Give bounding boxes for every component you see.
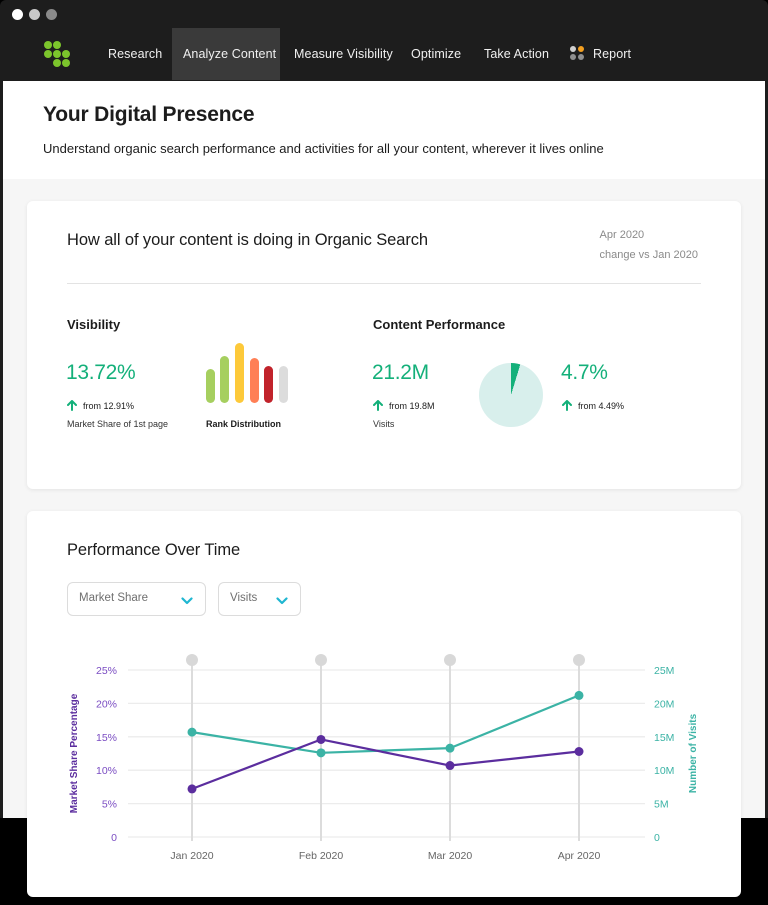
card-title: Performance Over Time [67, 541, 241, 559]
y-right-tick: 5M [654, 799, 669, 811]
visibility-delta-text: from 12.91% [83, 400, 135, 411]
series-line [191, 694, 580, 754]
series-line [191, 738, 580, 790]
y-left-tick: 0 [111, 832, 117, 844]
visibility-value: 13.72% [66, 361, 136, 384]
x-tick-label: Jan 2020 [170, 850, 213, 862]
logo-icon[interactable] [42, 40, 74, 70]
visibility-delta: from 12.91% [67, 400, 134, 411]
chevron-down-icon [276, 597, 288, 605]
nav-report[interactable]: Report [559, 28, 642, 80]
period-label: Apr 2020 [599, 229, 645, 241]
dropdown-value: Visits [230, 592, 258, 604]
y-left-tick: 20% [96, 698, 117, 710]
visibility-caption: Market Share of 1st page [67, 419, 169, 429]
chevron-down-icon [181, 597, 193, 605]
data-point[interactable] [445, 743, 455, 753]
month-marker-handle[interactable] [186, 654, 198, 666]
share-delta: from 4.49% [562, 400, 624, 411]
period-info: Apr 2020 change vs Jan 2020 [600, 225, 698, 265]
data-point[interactable] [187, 784, 197, 794]
visits-delta-text: from 19.8M [389, 400, 435, 411]
arrow-up-icon [373, 400, 383, 411]
metric-right-dropdown[interactable]: Visits [218, 582, 301, 616]
close-window-button[interactable] [12, 9, 23, 20]
visits-delta: from 19.8M [373, 400, 435, 411]
x-tick-label: Mar 2020 [428, 850, 473, 862]
data-point[interactable] [316, 734, 326, 744]
share-pie-chart[interactable] [479, 363, 543, 427]
organic-search-summary-card: How all of your content is doing in Orga… [27, 201, 741, 489]
share-value: 4.7% [561, 361, 608, 384]
y-left-tick: 10% [96, 765, 117, 777]
month-marker-handle[interactable] [315, 654, 327, 666]
rank-bar [264, 366, 273, 403]
content-performance-heading: Content Performance [373, 317, 506, 332]
page-title: Your Digital Presence [43, 103, 255, 126]
nav-analyze-content[interactable]: Analyze Content [172, 28, 280, 80]
data-point[interactable] [316, 748, 326, 758]
maximize-window-button[interactable] [46, 9, 57, 20]
arrow-up-icon [562, 400, 572, 411]
y-right-tick: 15M [654, 732, 674, 744]
report-dots-icon [570, 46, 585, 61]
dropdown-value: Market Share [79, 592, 149, 604]
rank-bar [235, 343, 244, 403]
arrow-up-icon [67, 400, 77, 411]
y-left-tick: 25% [96, 665, 117, 677]
y-right-tick: 10M [654, 765, 674, 777]
rank-bar [279, 366, 288, 403]
y-left-tick: 5% [102, 799, 117, 811]
rank-bar [250, 358, 259, 403]
data-point[interactable] [445, 761, 455, 771]
minimize-window-button[interactable] [29, 9, 40, 20]
visibility-heading: Visibility [67, 317, 121, 332]
nav-measure-visibility[interactable]: Measure Visibility [294, 47, 393, 61]
y-right-axis-label: Number of Visits [688, 713, 699, 793]
divider [67, 283, 701, 284]
nav-research[interactable]: Research [108, 47, 163, 61]
y-right-tick: 0 [654, 832, 660, 844]
month-marker-handle[interactable] [573, 654, 585, 666]
data-point[interactable] [187, 727, 197, 737]
rank-distribution-chart[interactable] [206, 341, 290, 403]
performance-over-time-card: Performance Over Time Market Share Visit… [27, 511, 741, 897]
top-nav: Research Analyze Content Measure Visibil… [0, 28, 768, 80]
y-left-axis-label: Market Share Percentage [69, 693, 80, 813]
metric-left-dropdown[interactable]: Market Share [67, 582, 206, 616]
share-delta-text: from 4.49% [578, 400, 625, 411]
rank-bar [206, 369, 215, 403]
rank-bar [220, 356, 229, 403]
window-controls [12, 9, 57, 20]
data-point[interactable] [574, 746, 584, 756]
rank-distribution-label: Rank Distribution [206, 419, 282, 429]
month-marker-handle[interactable] [444, 654, 456, 666]
nav-optimize[interactable]: Optimize [411, 47, 462, 61]
nav-take-action[interactable]: Take Action [484, 47, 550, 61]
hero-section: Your Digital Presence Understand organic… [3, 81, 765, 179]
visits-caption: Visits [373, 419, 395, 429]
data-point[interactable] [574, 690, 584, 700]
visits-value: 21.2M [372, 361, 429, 384]
page-subtitle: Understand organic search performance an… [43, 141, 604, 156]
comparison-label: change vs Jan 2020 [599, 249, 698, 261]
performance-line-chart[interactable]: 0 0 5% 5M 10% 10M 15% 15M 20% 20M 25% 25M Jan 2020 Fe… [27, 511, 741, 897]
x-tick-label: Apr 2020 [558, 850, 601, 862]
y-right-tick: 20M [654, 698, 674, 710]
y-left-tick: 15% [96, 732, 117, 744]
x-tick-label: Feb 2020 [299, 850, 344, 862]
nav-report-label: Report [593, 47, 632, 61]
y-right-tick: 25M [654, 665, 674, 677]
card-title: How all of your content is doing in Orga… [67, 231, 428, 249]
